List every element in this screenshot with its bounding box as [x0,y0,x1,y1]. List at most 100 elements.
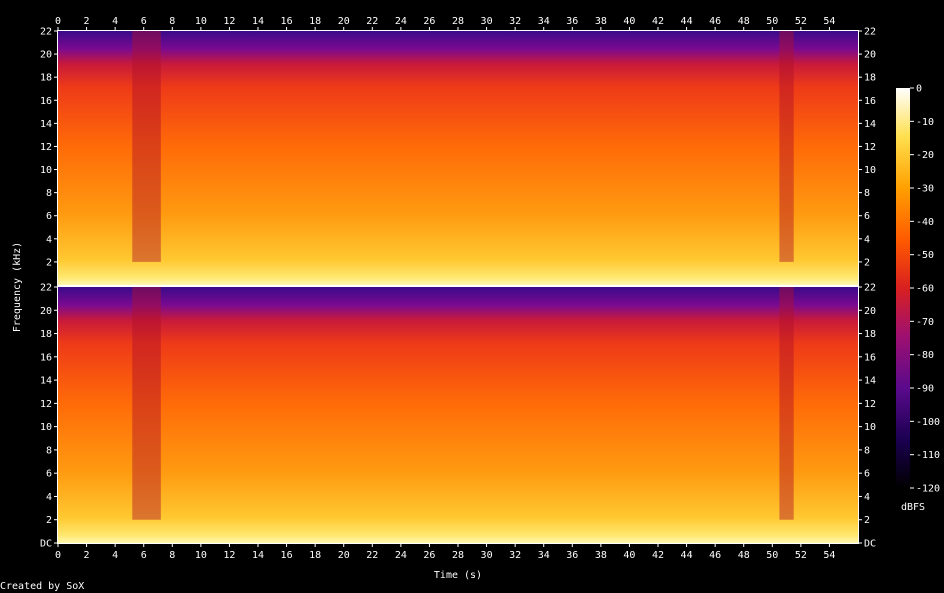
x-tick-label-bottom: 0 [55,550,61,561]
y-tick-label-left: 4 [46,492,52,503]
x-axis-top-ticks: 0 2 4 6 8 10 12 14 16 18 20 22 24 26 28 30 32 34 36 38 40 42 4… [55,16,835,31]
y-tick-label-left: DC [40,539,52,550]
y-tick-label-left: 16 [40,96,52,107]
x-tick-label-top: 8 [169,16,175,27]
y-tick-label-left: 8 [46,188,52,199]
x-tick-label-bottom: 4 [112,550,118,561]
y-tick-label-right: 18 [864,73,876,84]
x-tick-label-bottom: 26 [423,550,435,561]
x-axis-label: Time (s) [434,570,482,581]
y-tick-label-left: 6 [46,211,52,222]
y-tick-label-right: 22 [864,27,876,38]
quiet-band [132,31,161,262]
y-tick-label-right: 16 [864,96,876,107]
y-tick-label-left: 12 [40,142,52,153]
y-tick-label-left: 2 [46,257,52,268]
x-tick-label-bottom: 14 [252,550,264,561]
x-tick-label-bottom: 36 [566,550,578,561]
x-tick-label-top: 20 [338,16,350,27]
channel-2-heatmap [58,287,858,543]
x-tick-label-top: 28 [452,16,464,27]
channel-1-quiet-bands [132,31,794,262]
channel-2-quiet-bands [132,287,794,520]
x-tick-label-top: 40 [623,16,635,27]
y-tick-label-left: 22 [40,283,52,294]
x-tick-label-bottom: 32 [509,550,521,561]
colorbar-tick-label: -50 [916,250,934,261]
x-tick-label-bottom: 12 [223,550,235,561]
colorbar-gradient [896,88,910,488]
x-tick-label-bottom: 30 [481,550,493,561]
x-tick-label-bottom: 34 [538,550,550,561]
colorbar-tick-label: -10 [916,117,934,128]
x-tick-label-bottom: 6 [141,550,147,561]
x-tick-label-bottom: 54 [823,550,835,561]
y-tick-label-left: 10 [40,422,52,433]
x-tick-label-bottom: 24 [395,550,407,561]
x-tick-label-bottom: 44 [681,550,693,561]
colorbar-tick-label: -100 [916,417,940,428]
colorbar-tick-label: 0 [916,84,922,95]
x-tick-label-top: 50 [766,16,778,27]
y-tick-label-right: 12 [864,142,876,153]
y-tick-label-right: 10 [864,422,876,433]
y-tick-label-right: 6 [864,469,870,480]
colorbar-tick-label: -30 [916,184,934,195]
x-tick-label-bottom: 52 [795,550,807,561]
x-tick-label-top: 54 [823,16,835,27]
x-tick-label-top: 6 [141,16,147,27]
y-tick-label-left: 12 [40,399,52,410]
y-tick-label-right: 4 [864,492,870,503]
x-tick-label-top: 48 [738,16,750,27]
y-tick-label-right: 20 [864,306,876,317]
footer-credit: Created by SoX [0,581,84,592]
y-tick-label-right: DC [864,539,876,550]
x-tick-label-top: 14 [252,16,264,27]
y-tick-label-right: 18 [864,329,876,340]
x-tick-label-top: 12 [223,16,235,27]
x-tick-label-bottom: 18 [309,550,321,561]
x-tick-label-bottom: 22 [366,550,378,561]
y-tick-label-left: 14 [40,119,52,130]
y-tick-label-right: 10 [864,165,876,176]
colorbar: 0 -10 -20 -30 -40 -50 -60 -70 -80 -90 -100 -110 -120… [896,84,940,513]
x-tick-label-top: 4 [112,16,118,27]
colorbar-ticks: 0 -10 -20 -30 -40 -50 -60 -70 -80 -90 -100 -110 -120 [910,84,940,495]
x-axis-bottom-ticks: 0 2 4 6 8 10 12 14 16 18 20 22 24 26 28 30 32 34 36 38 40 42 4… [55,543,835,561]
y-tick-label-left: 16 [40,352,52,363]
y-axis-ticks: 2 2 4 4 6 6 8 8 10 10 12 12 14 14 16 16 18 18 20 20 22 22 DC DC… [40,27,876,550]
y-tick-label-left: 10 [40,165,52,176]
quiet-band [132,287,161,520]
y-tick-label-left: 18 [40,73,52,84]
y-tick-label-left: 14 [40,376,52,387]
x-tick-label-top: 46 [709,16,721,27]
colorbar-label: dBFS [901,502,925,513]
y-tick-label-right: 8 [864,188,870,199]
y-tick-label-right: 6 [864,211,870,222]
colorbar-tick-label: -20 [916,150,934,161]
y-tick-label-left: 20 [40,306,52,317]
y-tick-label-right: 20 [864,50,876,61]
y-tick-label-right: 12 [864,399,876,410]
colorbar-tick-label: -70 [916,317,934,328]
colorbar-tick-label: -120 [916,484,940,495]
x-tick-label-top: 0 [55,16,61,27]
y-tick-label-right: 22 [864,283,876,294]
colorbar-tick-label: -60 [916,284,934,295]
y-axis-label: Frequency (kHz) [12,242,23,332]
x-tick-label-top: 24 [395,16,407,27]
y-tick-label-left: 8 [46,445,52,456]
x-tick-label-bottom: 46 [709,550,721,561]
x-tick-label-bottom: 10 [195,550,207,561]
x-tick-label-bottom: 2 [84,550,90,561]
quiet-band [779,31,794,262]
y-tick-label-right: 14 [864,376,876,387]
x-tick-label-top: 32 [509,16,521,27]
x-tick-label-top: 26 [423,16,435,27]
x-tick-label-top: 34 [538,16,550,27]
y-tick-label-left: 20 [40,50,52,61]
y-tick-label-right: 16 [864,352,876,363]
quiet-band [779,287,794,520]
y-tick-label-left: 18 [40,329,52,340]
